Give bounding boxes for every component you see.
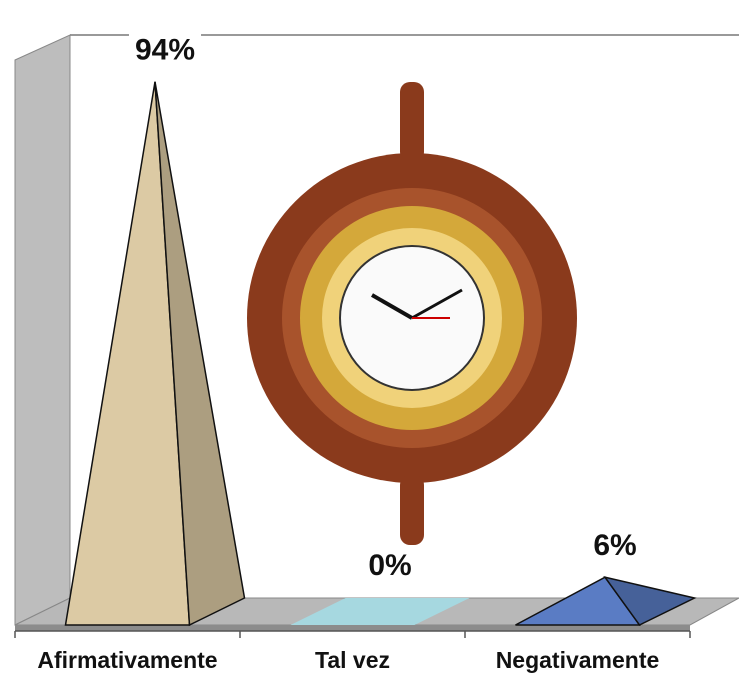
x-tick-label: Tal vez xyxy=(315,647,390,673)
value-label: 94% xyxy=(135,34,195,67)
pyramid-face xyxy=(64,81,191,626)
value-label-bg xyxy=(362,548,418,582)
background-decoration xyxy=(14,34,739,632)
value-label-bg xyxy=(587,529,643,563)
x-tick-label: Afirmativamente xyxy=(37,647,217,673)
x-tick-label: Negativamente xyxy=(496,647,660,673)
pyramid-base xyxy=(290,598,470,625)
value-label-bg xyxy=(128,33,202,67)
pyramid-face xyxy=(154,81,246,627)
pyramid-face xyxy=(603,576,697,626)
value-label: 6% xyxy=(593,529,636,562)
value-label: 0% xyxy=(368,549,411,582)
